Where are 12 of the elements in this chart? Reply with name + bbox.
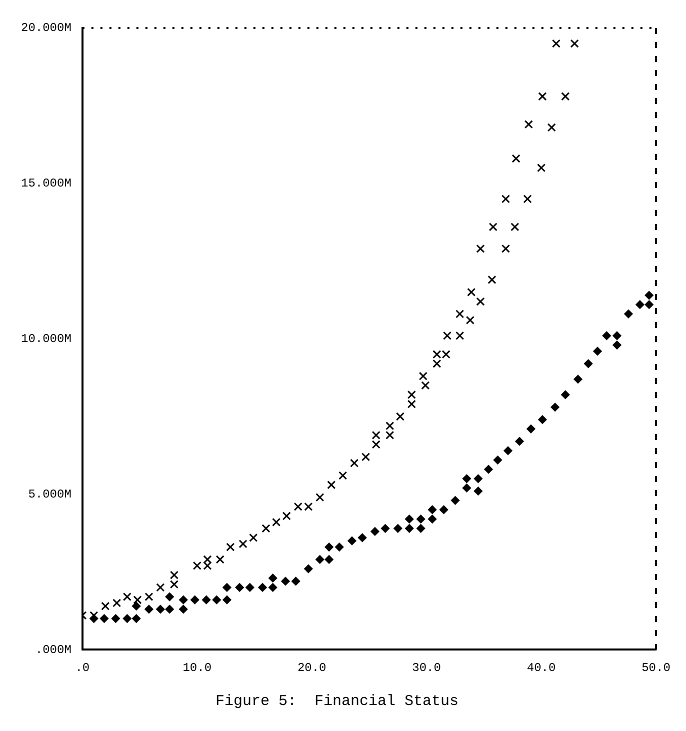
- y-tick-label: 5.000M: [28, 487, 72, 502]
- text: Figure 5: Financial Status: [215, 692, 459, 710]
- y-tick-label: 10.000M: [20, 332, 72, 346]
- x-tick-label: 30.0: [412, 660, 441, 675]
- x-tick-label: 40.0: [526, 660, 556, 675]
- x-tick-label: .0: [75, 660, 90, 675]
- y-tick-label: .000M: [35, 642, 72, 657]
- x-tick-label: 10.0: [182, 660, 212, 675]
- x-tick-label: 50.0: [642, 660, 670, 675]
- x-tick-label: 20.0: [297, 660, 326, 675]
- y-tick-label: 20.000M: [20, 21, 72, 36]
- y-tick-label: 15.000M: [20, 176, 72, 191]
